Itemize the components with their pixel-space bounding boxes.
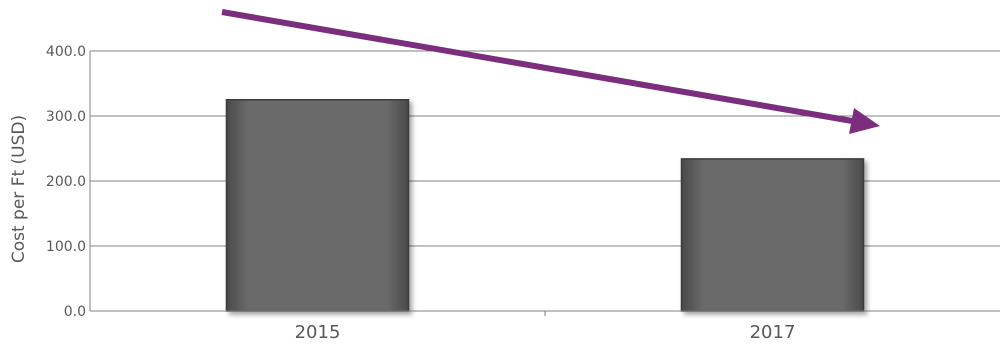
trend-arrow-shaft [221, 9, 859, 125]
bar-2015 [225, 99, 410, 312]
labels: 0.0 100.0 200.0 300.0 400.0 2015 2017 Cost per … [9, 44, 795, 343]
y-tick-label-3: 300.0 [46, 109, 86, 125]
annotations [221, 9, 880, 134]
x-category-label-2017: 2017 [750, 322, 796, 343]
x-category-label-2015: 2015 [295, 322, 341, 343]
y-axis-title: Cost per Ft (USD) [9, 115, 29, 263]
y-tick-label-4: 400.0 [46, 44, 86, 60]
bar-2017 [680, 158, 865, 312]
y-tick-label-0: 0.0 [64, 304, 86, 320]
y-tick-label-1: 100.0 [46, 239, 86, 255]
y-tick-label-2: 200.0 [46, 174, 86, 190]
bars [225, 99, 865, 312]
axes [89, 51, 1000, 316]
trend-arrow-head-icon [849, 108, 880, 134]
